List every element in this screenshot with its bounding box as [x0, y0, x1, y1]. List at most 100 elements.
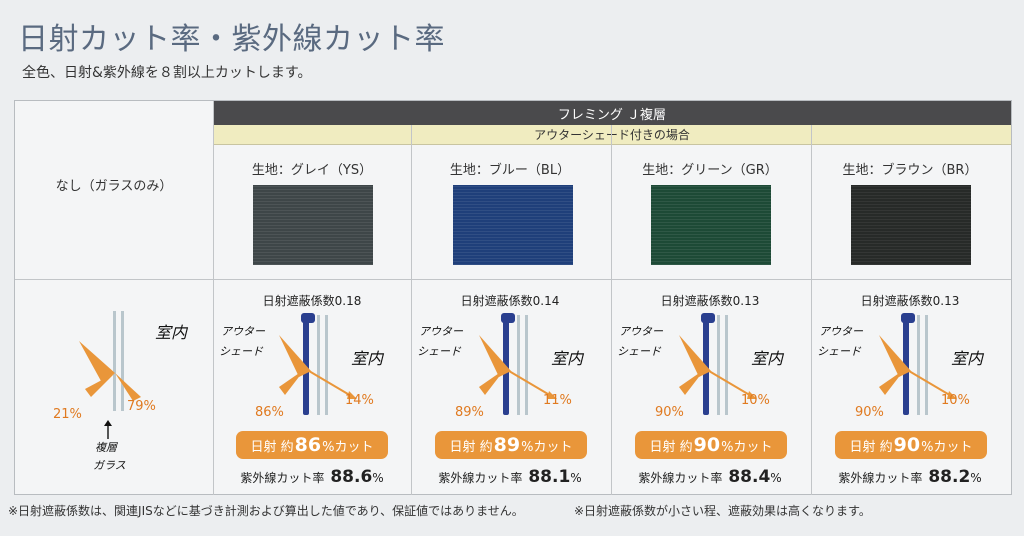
uv-unit: % [570, 471, 582, 485]
solar-cut-badge: 日射 約 90 %カット [835, 431, 987, 459]
fabric-label-green: 生地：グリーン（GR） [642, 163, 778, 178]
cut-suffix: %カット [721, 439, 773, 455]
glass-pane [925, 315, 928, 415]
transmit-line [308, 370, 354, 398]
uv-label: 紫外線カット率 [638, 471, 723, 485]
spec-table: フレミング Ｊ複層 アウターシェード付きの場合 なし（ガラスのみ） 21% 79… [14, 100, 1012, 495]
outer-shade-icon [703, 315, 709, 415]
glass-pane [317, 315, 320, 415]
product-header: フレミング Ｊ複層 [213, 101, 1011, 125]
transmit-pct: 10% [741, 393, 770, 408]
shading-coefficient: 日射遮蔽係数0.13 [860, 294, 960, 308]
outer-shade-icon [303, 315, 309, 415]
reflect-arrow [85, 373, 115, 397]
transmit-pct: 11% [543, 393, 572, 408]
cut-suffix: %カット [921, 439, 973, 455]
cut-value: 90 [893, 434, 921, 456]
uv-cut-rate: 紫外線カット率 88.6% [213, 467, 411, 487]
room-note: 室内 [951, 349, 984, 368]
incoming-sun-arrow [879, 335, 911, 377]
uv-cut-rate: 紫外線カット率 88.4% [611, 467, 809, 487]
outer-shade-icon [503, 315, 509, 415]
footnote-right: ※日射遮蔽係数が小さい程、遮蔽効果は高くなります。 [574, 504, 871, 518]
uv-cut-rate: 紫外線カット率 88.2% [811, 467, 1009, 487]
shade-note-2: シェード [617, 345, 661, 358]
transmit-pct: 10% [941, 393, 970, 408]
uv-unit: % [770, 471, 782, 485]
glass-pane [725, 315, 728, 415]
transmit-line [508, 370, 554, 398]
shade-note-2: シェード [817, 345, 861, 358]
fabric-swatch-blue [453, 185, 573, 265]
fabric-swatch-grey [253, 185, 373, 265]
transmit-line [908, 370, 954, 398]
transmit-arrowhead [747, 391, 757, 399]
glass-pane [517, 315, 520, 415]
baseline-diagram [79, 311, 141, 411]
incoming-sun-arrow [479, 335, 511, 377]
uv-unit: % [970, 471, 982, 485]
transmit-line [708, 370, 754, 398]
shade-roller-icon [701, 313, 715, 323]
room-note: 室内 [751, 349, 784, 368]
cut-prefix: 日射 約 [649, 439, 693, 455]
page-subtitle: 全色、日射&紫外線を８割以上カットします。 [22, 65, 312, 81]
uv-value: 88.6 [330, 467, 373, 487]
reflect-pct: 89% [455, 405, 484, 420]
shading-coefficient: 日射遮蔽係数0.18 [262, 294, 362, 308]
reflect-pct: 90% [655, 405, 684, 420]
uv-value: 88.4 [728, 467, 771, 487]
page-title: 日射カット率・紫外線カット率 [18, 22, 445, 57]
transmit-arrowhead [347, 391, 357, 399]
shading-coefficient: 日射遮蔽係数0.13 [660, 294, 760, 308]
shade-note-2: シェード [219, 345, 263, 358]
cut-suffix: %カット [322, 439, 374, 455]
uv-label: 紫外線カット率 [438, 471, 523, 485]
uv-label: 紫外線カット率 [838, 471, 923, 485]
transmit-arrowhead [547, 391, 557, 399]
shade-diagram [279, 313, 357, 415]
shade-roller-icon [901, 313, 915, 323]
reflect-arrow [879, 369, 905, 395]
shade-diagram [479, 313, 557, 415]
fabric-label-blue: 生地：ブルー（BL） [449, 163, 571, 178]
reflect-arrow [679, 369, 705, 395]
baseline-transmit-pct: 79% [127, 399, 156, 414]
uv-value: 88.2 [928, 467, 971, 487]
uv-label: 紫外線カット率 [240, 471, 325, 485]
glass-pane [121, 311, 124, 411]
column-divider [811, 125, 812, 495]
cut-prefix: 日射 約 [849, 439, 893, 455]
glass-pane [917, 315, 920, 415]
cut-value: 90 [693, 434, 721, 456]
solar-cut-badge: 日射 約 89 %カット [435, 431, 587, 459]
cut-value: 86 [294, 434, 322, 456]
shade-note-1: アウター [619, 325, 663, 338]
reflect-arrow [279, 369, 305, 395]
transmit-arrow [115, 373, 141, 401]
condition-header: アウターシェード付きの場合 [213, 125, 1011, 145]
cut-prefix: 日射 約 [449, 439, 493, 455]
uv-cut-rate: 紫外線カット率 88.1% [411, 467, 609, 487]
uv-value: 88.1 [528, 467, 571, 487]
baseline-room-note: 室内 [155, 323, 188, 342]
glass-pane [525, 315, 528, 415]
reflect-pct: 90% [855, 405, 884, 420]
column-divider [213, 101, 214, 495]
incoming-sun-arrow [279, 335, 311, 377]
footnote-left: ※日射遮蔽係数は、関連JISなどに基づき計測および算出した値であり、保証値ではあ… [8, 504, 524, 518]
baseline-reflect-pct: 21% [53, 407, 82, 422]
cut-prefix: 日射 約 [250, 439, 294, 455]
shading-coefficient: 日射遮蔽係数0.14 [460, 294, 560, 308]
uv-unit: % [372, 471, 384, 485]
shade-note-1: アウター [221, 325, 265, 338]
shade-note-1: アウター [819, 325, 863, 338]
glass-note-1: 複層 [95, 441, 117, 454]
row-divider [15, 279, 1011, 280]
shade-diagram [679, 313, 757, 415]
column-divider [411, 125, 412, 495]
shade-diagram [879, 313, 957, 415]
transmit-arrowhead [947, 391, 957, 399]
glass-pane [717, 315, 720, 415]
incoming-sun-arrow [79, 341, 115, 381]
